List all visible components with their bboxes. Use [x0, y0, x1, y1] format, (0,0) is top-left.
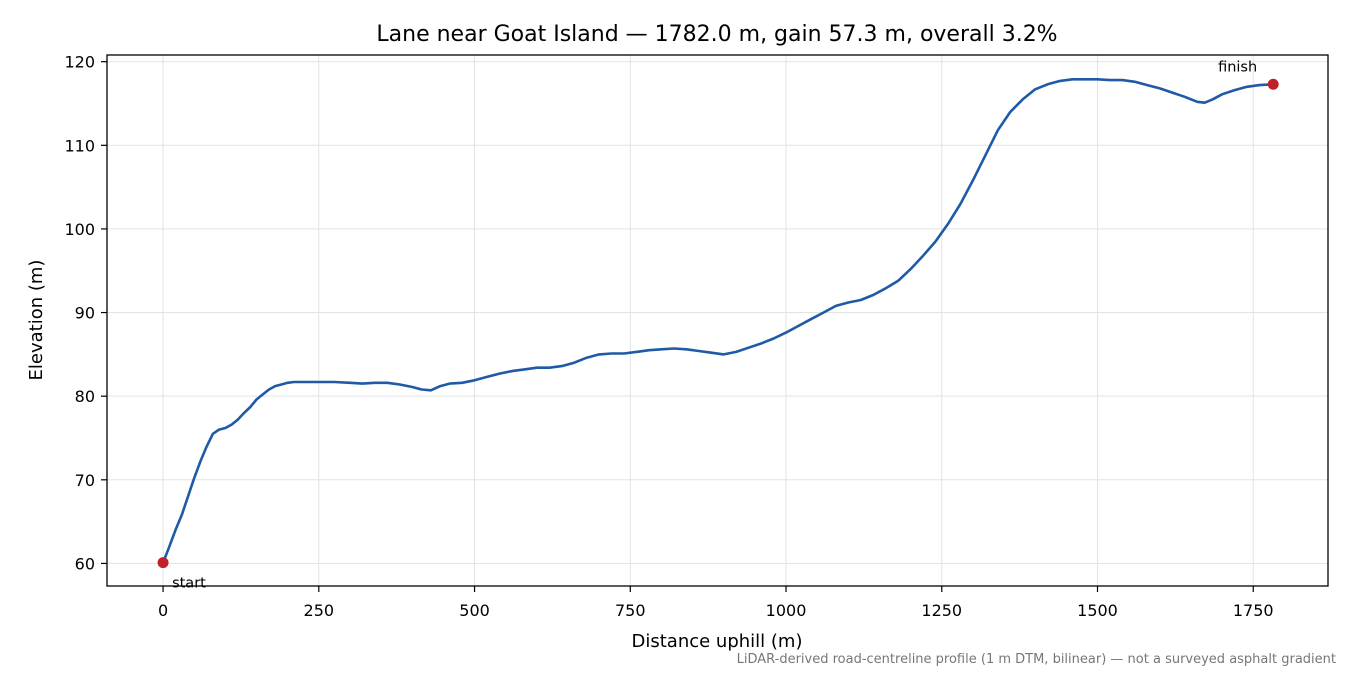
x-tick-label: 250: [304, 601, 335, 620]
x-tick-label: 1500: [1077, 601, 1118, 620]
x-tick-label: 0: [158, 601, 168, 620]
y-tick-label: 120: [64, 53, 95, 72]
series-layer: [161, 78, 1275, 564]
plot-frame: [106, 54, 1329, 587]
grid-lines: [107, 55, 1328, 586]
finish-label: finish: [1218, 59, 1257, 75]
y-tick-label: 60: [75, 554, 95, 573]
x-tick-label: 1750: [1233, 601, 1274, 620]
finish-marker: [1267, 78, 1279, 90]
annotation-layer: start finish: [157, 59, 1279, 592]
chart-title: Lane near Goat Island — 1782.0 m, gain 5…: [376, 22, 1057, 47]
y-tick-label: 90: [75, 304, 95, 323]
y-axis-label: Elevation (m): [26, 260, 47, 381]
x-axis-label: Distance uphill (m): [632, 631, 803, 652]
y-tick-label: 100: [64, 220, 95, 239]
y-tick-label: 80: [75, 387, 95, 406]
elevation-profile-line: [161, 78, 1275, 564]
x-tick-label: 1250: [921, 601, 962, 620]
source-footnote: LiDAR-derived road-centreline profile (1…: [736, 652, 1336, 667]
x-tick-label: 1000: [766, 601, 807, 620]
start-label: start: [172, 576, 206, 592]
axis-ticks: 0 250 500 750 1000 1250 1500 1750 60 70 80 90 100 110…: [64, 53, 1273, 620]
start-marker: [157, 557, 169, 569]
y-tick-label: 110: [64, 136, 95, 155]
x-tick-label: 500: [459, 601, 490, 620]
y-tick-label: 70: [75, 471, 95, 490]
x-tick-label: 750: [615, 601, 646, 620]
